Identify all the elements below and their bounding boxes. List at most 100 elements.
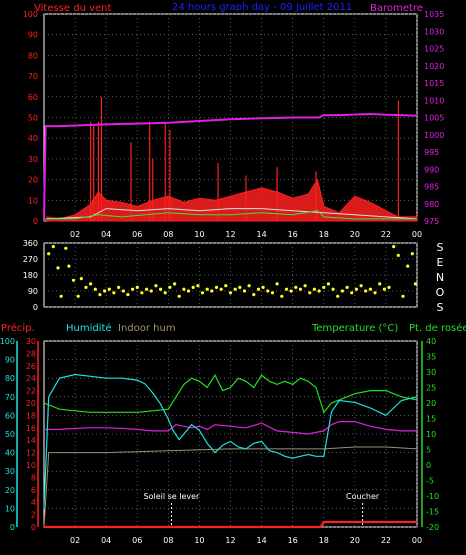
- chart-title: 24 hours graph day - 09 Juillet 2011: [172, 2, 352, 13]
- direction-point: [298, 287, 302, 291]
- direction-point: [382, 287, 386, 291]
- direction-point: [373, 291, 377, 295]
- compass-label: E: [437, 256, 444, 269]
- precip-ytick-label: 30: [26, 337, 36, 346]
- direction-point: [84, 285, 88, 289]
- temp-xtick-label: 10: [194, 536, 204, 545]
- temperature-ytick-label: 35: [426, 353, 436, 362]
- temperature-ytick-label: -20: [426, 523, 439, 532]
- direction-point: [317, 289, 321, 293]
- direction-point: [93, 287, 97, 291]
- precip-ytick-label: 26: [26, 362, 36, 371]
- precip-ytick-label: 22: [26, 387, 36, 396]
- precip-title: Précip.: [1, 322, 35, 334]
- direction-point: [410, 252, 414, 256]
- direction-point: [345, 285, 349, 289]
- direction-point: [140, 291, 144, 295]
- precip-ytick-label: 2: [31, 511, 36, 520]
- temp-xtick-label: 06: [132, 536, 142, 545]
- direction-point: [135, 285, 139, 289]
- humidity-line: [43, 373, 418, 509]
- temperature-ytick-label: 25: [426, 384, 436, 393]
- compass-label: N: [436, 271, 444, 284]
- direction-point: [76, 294, 80, 298]
- temp-xtick-label: 22: [381, 536, 391, 545]
- precip-ytick-label: 0: [31, 523, 36, 532]
- humidity-ytick-label: 90: [5, 356, 15, 365]
- direction-point: [280, 294, 284, 298]
- sun-annotation-label: Coucher: [346, 492, 380, 501]
- temperature-line: [43, 373, 418, 414]
- temp-xtick-label: 00: [412, 536, 422, 545]
- direction-point: [354, 287, 358, 291]
- wind-xtick-label: 02: [70, 230, 80, 239]
- direction-ytick-label: 180: [23, 271, 38, 280]
- humidity-ytick-label: 40: [5, 449, 15, 458]
- direction-point: [252, 293, 256, 297]
- wind-ytick-label: 100: [23, 10, 38, 19]
- precip-ytick-label: 14: [26, 436, 36, 445]
- direction-point: [266, 289, 270, 293]
- precip-ytick-label: 10: [26, 461, 36, 470]
- direction-point: [289, 289, 293, 293]
- direction-point: [308, 291, 312, 295]
- wind-ytick-label: 30: [28, 155, 38, 164]
- direction-point: [326, 282, 330, 286]
- direction-point: [145, 287, 149, 291]
- wind-xtick-label: 10: [194, 230, 204, 239]
- temperature-ytick-label: 20: [426, 399, 436, 408]
- direction-point: [294, 285, 298, 289]
- direction-point: [173, 282, 177, 286]
- wind-xtick-label: 12: [225, 230, 235, 239]
- direction-point: [149, 289, 153, 293]
- direction-point: [336, 294, 340, 298]
- direction-point: [406, 264, 410, 268]
- direction-point: [387, 285, 391, 289]
- direction-point: [182, 287, 186, 291]
- humidity-ytick-label: 50: [5, 430, 15, 439]
- precip-ytick-label: 28: [26, 349, 36, 358]
- direction-point: [256, 287, 261, 291]
- direction-point: [191, 285, 195, 289]
- baro-ytick-label: 1005: [424, 114, 444, 123]
- baro-ytick-label: 1030: [424, 27, 444, 36]
- direction-point: [350, 291, 354, 295]
- direction-point: [64, 246, 68, 250]
- compass-label: S: [437, 241, 444, 254]
- humidity-ytick-label: 30: [5, 467, 15, 476]
- direction-point: [154, 284, 158, 288]
- direction-point: [47, 252, 51, 256]
- baro-ytick-label: 985: [424, 183, 439, 192]
- wind-xtick-label: 04: [101, 230, 111, 239]
- precip-ytick-label: 24: [26, 374, 36, 383]
- direction-point: [392, 245, 396, 249]
- direction-point: [56, 266, 60, 270]
- baro-ytick-label: 1025: [424, 45, 444, 54]
- direction-point: [233, 287, 237, 291]
- wind-xtick-label: 16: [288, 230, 298, 239]
- wind-xtick-label: 00: [412, 230, 422, 239]
- precip-line: [44, 520, 417, 529]
- humidity-ytick-label: 20: [5, 486, 15, 495]
- wind-xtick-label: 06: [132, 230, 142, 239]
- direction-point: [196, 284, 200, 288]
- wind-ytick-label: 10: [28, 196, 38, 205]
- wind-ytick-label: 0: [33, 217, 38, 226]
- direction-point: [238, 285, 242, 289]
- direction-point: [368, 287, 372, 291]
- compass-label: O: [436, 286, 445, 299]
- baro-ytick-label: 995: [424, 148, 439, 157]
- indoor-hum-title: Indoor hum: [118, 323, 176, 334]
- wind-xtick-label: 20: [350, 230, 360, 239]
- humidity-ytick-label: 10: [5, 504, 15, 513]
- direction-point: [224, 284, 228, 288]
- direction-point: [177, 294, 181, 298]
- direction-point: [247, 284, 251, 288]
- precip-ytick-label: 20: [26, 399, 36, 408]
- direction-point: [67, 264, 71, 268]
- direction-ytick-label: 270: [23, 255, 38, 264]
- temperature-ytick-label: 10: [426, 430, 436, 439]
- temp-xtick-label: 16: [288, 536, 298, 545]
- barometer-line: [43, 112, 418, 222]
- direction-point: [121, 289, 125, 293]
